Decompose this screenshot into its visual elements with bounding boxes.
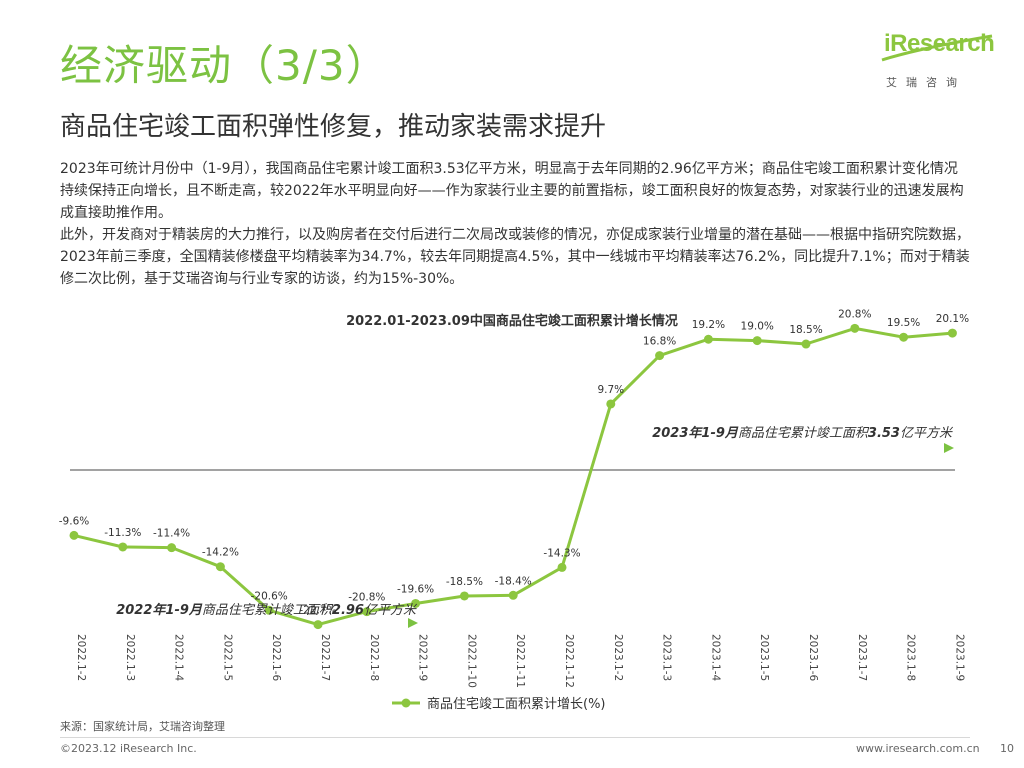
completion-growth-chart: 2022.01-2023.09中国商品住宅竣工面积累计增长情况 -9.6% -11.… <box>59 308 969 712</box>
annotation-2023-bold-b: 3.53 <box>868 426 900 441</box>
data-label: -22.7% <box>299 605 336 617</box>
legend-marker <box>401 698 411 708</box>
chart-title: 2022.01-2023.09中国商品住宅竣工面积累计增长情况 <box>346 313 678 329</box>
data-label: -9.6% <box>59 515 89 527</box>
x-tick-label: 2022.1-11 <box>514 634 526 688</box>
data-label: -18.5% <box>446 576 483 588</box>
annotation-2023-bold-a: 2023年1-9月 <box>652 425 739 441</box>
data-point <box>411 598 421 608</box>
annotation-2023-tail: 亿平方米 <box>900 426 954 441</box>
data-point <box>557 562 567 572</box>
x-tick-label: 2023.1-7 <box>856 634 868 681</box>
data-point <box>118 542 128 552</box>
data-label: 19.0% <box>741 321 774 333</box>
copyright: ©2023.12 iResearch Inc. <box>60 742 197 755</box>
body-text: 2023年可统计月份中（1-9月），我国商品住宅累计竣工面积3.53亿平方米，明… <box>60 158 970 290</box>
x-tick-label: 2023.1-2 <box>612 634 624 681</box>
x-tick-label: 2023.1-5 <box>758 634 770 681</box>
data-label: 20.1% <box>936 313 969 325</box>
data-label: 19.2% <box>692 319 725 331</box>
x-tick-label: 2022.1-6 <box>270 634 282 682</box>
data-label: -11.3% <box>104 527 141 539</box>
source-note: 来源：国家统计局，艾瑞咨询整理 <box>60 720 225 733</box>
paragraph-2: 此外，开发商对于精装房的大力推行，以及购房者在交付后进行二次局改或装修的情况，亦… <box>60 227 970 287</box>
data-point <box>850 323 860 333</box>
x-tick-label: 2022.1-9 <box>417 634 429 681</box>
x-tick-label: 2022.1-8 <box>368 634 380 681</box>
x-tick-label: 2022.1-4 <box>173 634 185 682</box>
annotation-2022-bold-b: 2.96 <box>332 603 364 618</box>
data-point <box>703 334 713 344</box>
x-tick-label: 2022.1-12 <box>563 634 575 688</box>
data-point <box>313 620 323 630</box>
page-number: 10 <box>1000 742 1014 755</box>
page-subtitle: 商品住宅竣工面积弹性修复，推动家装需求提升 <box>60 112 607 142</box>
x-tick-label: 2023.1-3 <box>661 634 673 681</box>
data-label: 20.8% <box>838 308 871 320</box>
annotation-2022-normal: 商品住宅累计竣工面积 <box>202 602 334 618</box>
data-point <box>801 339 811 349</box>
data-point <box>215 562 225 572</box>
logo-swoosh-icon <box>881 34 993 62</box>
x-tick-label: 2022.1-7 <box>319 634 331 681</box>
data-label: -20.6% <box>251 590 288 602</box>
x-tick-label: 2023.1-9 <box>953 634 965 681</box>
logo-cn: 艾瑞咨询 <box>886 76 966 89</box>
data-label: -14.2% <box>202 547 239 559</box>
x-tick-label: 2023.1-8 <box>905 634 917 681</box>
data-label: -14.3% <box>543 547 580 559</box>
x-tick-label: 2022.1-3 <box>124 634 136 681</box>
legend-label: 商品住宅竣工面积累计增长(%) <box>427 697 606 712</box>
data-point <box>362 607 372 617</box>
annotation-2022-bold-a: 2022年1-9月 <box>116 602 203 618</box>
page-title: 经济驱动（3/3） <box>60 41 389 90</box>
x-tick-label: 2022.1-2 <box>75 634 87 681</box>
data-point <box>655 351 665 361</box>
data-point <box>167 543 177 553</box>
paragraph-1: 2023年可统计月份中（1-9月），我国商品住宅累计竣工面积3.53亿平方米，明… <box>60 161 964 221</box>
x-tick-label: 2022.1-5 <box>221 634 233 681</box>
x-tick-label: 2023.1-4 <box>709 634 721 682</box>
data-label: -19.6% <box>397 583 434 595</box>
data-point <box>752 336 762 346</box>
annotation-2023-normal: 商品住宅累计竣工面积 <box>738 425 870 441</box>
annotation-2023-arrow-head <box>944 443 954 453</box>
data-label: -18.4% <box>495 575 532 587</box>
annotation-2022: 2022年1-9月商品住宅累计竣工面积2.96亿平方米 <box>116 602 418 618</box>
data-label: 9.7% <box>597 384 624 396</box>
data-point <box>899 332 909 342</box>
logo-brand: iResearch <box>884 30 995 57</box>
x-tick-label: 2023.1-6 <box>807 634 819 682</box>
annotation-2022-tail: 亿平方米 <box>364 603 418 618</box>
x-tick-label: 2022.1-10 <box>465 634 477 688</box>
iresearch-logo: iResearch 艾瑞咨询 <box>880 30 1000 94</box>
data-point <box>947 328 957 338</box>
annotation-2023: 2023年1-9月商品住宅累计竣工面积3.53亿平方米 <box>652 425 954 441</box>
data-label: 16.8% <box>643 336 676 348</box>
data-label: -11.4% <box>153 528 190 540</box>
data-label: 18.5% <box>789 324 822 336</box>
footer-divider <box>60 737 970 738</box>
data-point <box>69 530 79 540</box>
data-point <box>264 605 274 615</box>
annotation-2022-arrow-head <box>408 618 418 628</box>
data-point <box>606 399 616 409</box>
website-link[interactable]: www.iresearch.com.cn <box>856 742 980 755</box>
data-label: 19.5% <box>887 317 920 329</box>
data-point <box>459 591 469 601</box>
data-point <box>508 590 518 600</box>
data-label: -20.8% <box>348 592 385 604</box>
